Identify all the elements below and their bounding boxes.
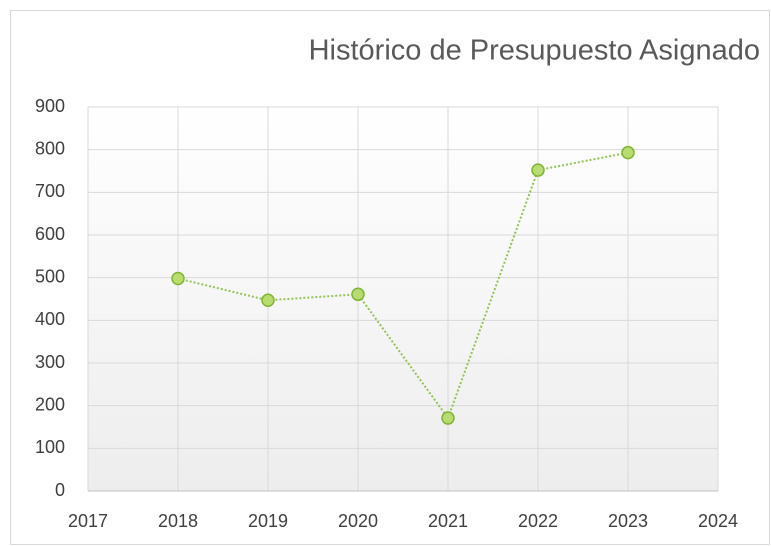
data-point (621, 145, 635, 160)
chart-title: Histórico de Presupuesto Asignado (309, 35, 760, 67)
y-tick-label: 200 (35, 394, 65, 414)
data-point (351, 287, 365, 302)
data-point (531, 163, 545, 177)
data-point (171, 271, 185, 286)
x-tick-label: 2023 (608, 511, 648, 531)
data-line (177, 151, 629, 421)
x-tick-label: 2018 (158, 511, 198, 531)
y-tick-label: 400 (35, 309, 65, 329)
y-tick-label: 100 (35, 437, 65, 457)
data-point (441, 411, 455, 425)
data-point (261, 293, 275, 308)
x-tick-label: 2017 (68, 511, 108, 531)
y-tick-label: 0 (55, 480, 65, 500)
x-tick-label: 2021 (428, 511, 468, 531)
y-tick-label: 900 (35, 96, 65, 116)
x-tick-label: 2019 (248, 511, 288, 531)
x-tick-label: 2022 (518, 511, 558, 531)
y-tick-label: 800 (35, 138, 65, 158)
y-tick-label: 300 (35, 352, 65, 372)
x-tick-label: 2020 (338, 511, 378, 531)
y-tick-label: 700 (35, 181, 65, 201)
y-tick-label: 500 (35, 266, 65, 286)
x-tick-label: 2024 (698, 511, 738, 531)
y-tick-label: 600 (35, 224, 65, 244)
plot-area (88, 107, 718, 491)
